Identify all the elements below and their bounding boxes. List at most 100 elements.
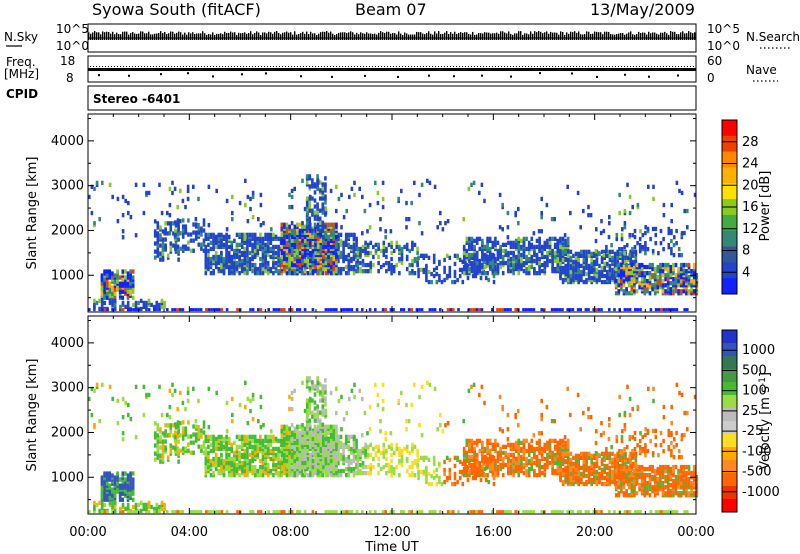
scatter-cell xyxy=(419,253,423,258)
scatter-cell xyxy=(582,208,585,214)
nave-dot xyxy=(183,66,184,67)
nave-dot xyxy=(324,66,325,67)
scatter-cell xyxy=(621,257,625,263)
scatter-cell xyxy=(186,196,190,202)
scatter-cell xyxy=(462,250,466,256)
freq-outlier xyxy=(128,74,130,77)
scatter-cell xyxy=(159,243,162,248)
nave-dot xyxy=(153,66,154,67)
scatter-cell xyxy=(306,242,310,247)
scatter-cell xyxy=(372,254,375,260)
scatter-cell xyxy=(559,251,562,256)
scatter-cell xyxy=(673,235,676,240)
scatter-cell xyxy=(543,260,547,266)
nsky-bar xyxy=(298,34,300,40)
nsky-bar xyxy=(390,33,392,40)
scatter-cell xyxy=(253,438,257,443)
scatter-cell xyxy=(296,230,299,235)
ground-cell xyxy=(179,308,182,312)
scatter-cell xyxy=(264,246,267,252)
scatter-cell xyxy=(131,485,135,490)
scatter-cell xyxy=(280,248,284,254)
ground-cell xyxy=(259,308,263,312)
scatter-cell xyxy=(159,445,162,450)
scatter-cell xyxy=(290,256,294,262)
nsky-bar xyxy=(470,34,472,40)
scatter-cell xyxy=(259,236,262,241)
scatter-cell xyxy=(296,222,299,227)
scatter-cell xyxy=(204,244,208,250)
scatter-cell xyxy=(169,227,173,232)
scatter-cell xyxy=(530,236,534,241)
scatter-cell xyxy=(161,457,165,462)
scatter-cell xyxy=(129,281,132,286)
scatter-cell xyxy=(649,236,652,242)
scatter-cell xyxy=(184,446,188,451)
scatter-cell xyxy=(126,281,130,286)
scatter-cell xyxy=(214,244,218,250)
scatter-cell xyxy=(543,240,547,245)
nsky-bar xyxy=(222,34,224,40)
scatter-cell xyxy=(572,273,575,279)
nave-dot xyxy=(198,66,199,67)
scatter-cell xyxy=(308,216,312,221)
nave-dot xyxy=(114,66,115,67)
scatter-cell xyxy=(382,252,386,258)
scatter-cell xyxy=(492,257,496,263)
scatter-cell xyxy=(646,247,650,252)
scatter-cell xyxy=(410,200,413,206)
scatter-cell xyxy=(217,446,221,452)
scatter-cell xyxy=(227,254,231,260)
scatter-cell xyxy=(446,219,450,224)
scatter-cell xyxy=(372,262,375,268)
scatter-cell xyxy=(564,263,567,269)
nsky-bar xyxy=(124,31,126,40)
scatter-cell xyxy=(350,458,353,464)
scatter-cell xyxy=(290,194,294,200)
ground-cell xyxy=(275,308,278,312)
scatter-cell xyxy=(197,226,201,231)
scatter-cell xyxy=(172,221,175,226)
scatter-cell xyxy=(419,267,423,273)
nsky-bars xyxy=(88,31,696,40)
scatter-cell xyxy=(525,266,528,272)
nave-dot xyxy=(111,66,112,67)
scatter-cell xyxy=(647,184,650,189)
scatter-cell xyxy=(430,271,433,277)
scatter-cell xyxy=(682,289,686,294)
nsky-bar xyxy=(562,32,564,40)
scatter-cell xyxy=(398,244,401,250)
ground-cell xyxy=(194,308,198,312)
scatter-cell xyxy=(631,251,634,256)
nsky-bar xyxy=(548,33,550,40)
scatter-cell xyxy=(567,277,570,283)
nsky-bar xyxy=(412,34,414,40)
scatter-cell xyxy=(339,271,343,276)
scatter-cell xyxy=(121,471,125,476)
nave-dot xyxy=(525,66,526,67)
nsky-bar xyxy=(434,31,436,40)
scatter-cell xyxy=(364,269,367,274)
scatter-cell xyxy=(661,273,665,278)
nave-dot xyxy=(243,66,244,67)
nsky-bar xyxy=(620,33,622,40)
scatter-cell xyxy=(636,202,640,208)
scatter-cell xyxy=(308,200,312,205)
scatter-cell xyxy=(280,222,284,227)
scatter-cell xyxy=(266,466,270,472)
scatter-cell xyxy=(264,434,267,439)
scatter-cell xyxy=(227,466,231,472)
scatter-cell xyxy=(324,194,327,199)
nave-dot xyxy=(165,66,166,67)
scatter-cell xyxy=(680,231,684,236)
nave-dot xyxy=(393,66,394,67)
scatter-cell xyxy=(168,202,172,208)
nave-dot xyxy=(669,66,670,67)
scatter-cell xyxy=(538,256,541,262)
nave-dot xyxy=(288,66,289,67)
ground-cell xyxy=(147,308,151,312)
ground-cell xyxy=(540,308,543,312)
scatter-cell xyxy=(625,243,629,248)
scatter-cell xyxy=(368,225,372,230)
scatter-cell xyxy=(305,196,309,201)
